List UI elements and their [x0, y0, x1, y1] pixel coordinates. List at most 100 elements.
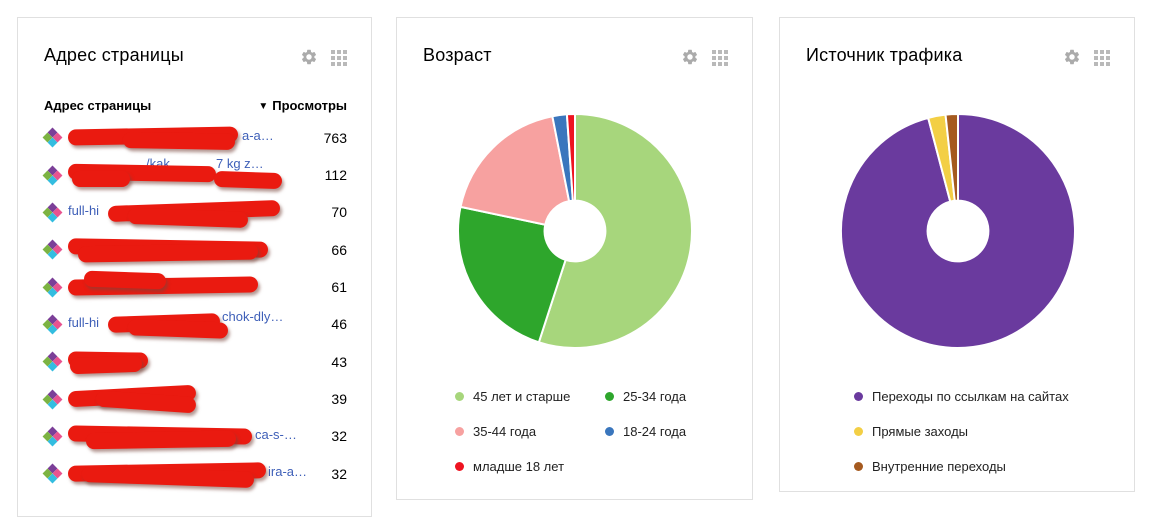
legend-item: Внутренние переходы [854, 458, 1069, 474]
column-header-views[interactable]: ▼ Просмотры [258, 98, 347, 113]
link-fragment: 7 kg z… [216, 156, 264, 172]
views-value: 46 [331, 316, 347, 333]
redaction-stroke [72, 171, 130, 188]
site-favicon-icon [42, 239, 63, 260]
widget-actions [681, 48, 728, 66]
table-row: 39 [18, 380, 371, 417]
site-favicon-icon [42, 426, 63, 447]
page-link[interactable]: ira-a… [67, 455, 307, 492]
legend-item: 25-34 года [605, 388, 686, 404]
redaction-stroke [69, 355, 143, 375]
link-fragment: a-a… [242, 128, 274, 143]
page-link[interactable]: /kak 7 kg z… [67, 156, 301, 193]
legend-dot [605, 426, 614, 436]
pie-slice[interactable] [840, 112, 1076, 349]
views-value: 66 [331, 241, 347, 258]
legend-dot [455, 391, 464, 401]
traffic-donut-chart[interactable] [828, 101, 1088, 361]
redaction-stroke [213, 171, 283, 190]
link-fragment: full-hi [68, 202, 100, 218]
page-table-rows: a-a… 763/kak 7 kg z… 112 full-hi 70 66 61 full-h… [18, 119, 371, 492]
link-fragment: full-hi [68, 314, 100, 330]
legend-item: Переходы по ссылкам на сайтах [854, 388, 1069, 404]
drag-handle-icon[interactable] [331, 49, 347, 66]
site-favicon-icon [42, 314, 63, 335]
legend-dot [854, 391, 863, 401]
legend-label: Переходы по ссылкам на сайтах [872, 388, 1069, 404]
legend-dot [854, 426, 863, 436]
pie-slice[interactable] [537, 112, 693, 349]
pie-slice[interactable] [565, 112, 576, 202]
table-row: /kak 7 kg z… 112 [18, 156, 371, 193]
page-link[interactable]: full-hi [68, 194, 301, 231]
link-fragment: ca-s-… [255, 426, 297, 442]
gear-icon[interactable] [1063, 48, 1081, 66]
legend-label: 45 лет и старше [473, 388, 571, 404]
views-value: 32 [331, 465, 347, 482]
legend-item: 45 лет и старше [455, 388, 605, 404]
drag-handle-icon[interactable] [712, 49, 728, 66]
widget-actions [1063, 48, 1110, 66]
table-row: 61 [18, 268, 371, 305]
site-favicon-icon [42, 127, 63, 148]
legend-label: 18-24 года [623, 423, 687, 439]
legend-label: Прямые заходы [872, 423, 969, 439]
widget-title: Возраст [423, 45, 492, 65]
age-donut-chart[interactable] [445, 101, 705, 361]
link-fragment: chok-dly… [222, 308, 284, 324]
views-value: 43 [331, 353, 347, 370]
table-row: ca-s-… 32 [18, 418, 371, 455]
widget-actions [300, 48, 347, 66]
views-value: 112 [324, 167, 347, 184]
redaction-stroke [85, 430, 237, 450]
legend-item: младше 18 лет [455, 458, 605, 474]
site-favicon-icon [42, 202, 63, 223]
legend-label: 35-44 года [473, 423, 537, 439]
pie-slice[interactable] [457, 205, 567, 344]
widget-title: Адрес страницы [44, 45, 184, 65]
page-link[interactable] [67, 231, 301, 268]
page-link[interactable] [67, 268, 301, 305]
page-link[interactable]: full-hi chok-dly… [68, 306, 301, 343]
legend-dot [605, 391, 614, 401]
page-link[interactable]: a-a… [67, 119, 301, 156]
table-row: a-a… 763 [18, 119, 371, 156]
legend-label: младше 18 лет [473, 458, 565, 474]
widget-title: Источник трафика [806, 45, 963, 65]
redaction-stroke [83, 270, 167, 290]
gear-icon[interactable] [681, 48, 699, 66]
pie-slice[interactable] [459, 115, 571, 226]
legend-item: 35-44 года [455, 423, 605, 439]
site-favicon-icon [42, 389, 63, 410]
gear-icon[interactable] [300, 48, 318, 66]
pie-slice[interactable] [944, 112, 959, 202]
views-value: 61 [331, 279, 347, 296]
age-legend: 45 лет и старше 25-34 года 35-44 года 18-24… [455, 388, 686, 474]
redaction-stroke [127, 207, 249, 228]
page-link[interactable]: ca-s-… [67, 418, 301, 455]
site-favicon-icon [42, 277, 63, 297]
widget-traffic-source: Источник трафика Переходы по ссылкам на … [779, 17, 1135, 492]
table-header: Адрес страницы ▼ Просмотры [44, 98, 347, 113]
traffic-legend: Переходы по ссылкам на сайтах Прямые захо… [854, 388, 1069, 474]
site-favicon-icon [42, 463, 63, 484]
table-row: full-hi chok-dly… 46 [18, 306, 371, 343]
legend-item: Прямые заходы [854, 423, 1069, 439]
redaction-stroke [127, 318, 229, 339]
page-link[interactable] [67, 343, 301, 380]
legend-label: 25-34 года [623, 388, 687, 404]
table-row: full-hi 70 [18, 194, 371, 231]
widget-age: Возраст 45 лет и старше 25-34 года 35-44 г… [396, 17, 753, 500]
widget-page-address: Адрес страницы Адрес страницы ▼ Просмотры… [17, 17, 372, 517]
site-favicon-icon [42, 351, 63, 372]
views-value: 32 [331, 428, 347, 445]
column-header-url[interactable]: Адрес страницы [44, 98, 152, 113]
table-row: ira-a… 32 [18, 455, 371, 492]
drag-handle-icon[interactable] [1094, 49, 1110, 66]
table-row: 43 [18, 343, 371, 380]
redaction-stroke [122, 132, 236, 150]
views-value: 763 [323, 129, 347, 146]
views-value: 39 [331, 391, 347, 408]
sort-desc-icon: ▼ [258, 101, 269, 112]
page-link[interactable] [67, 380, 301, 417]
